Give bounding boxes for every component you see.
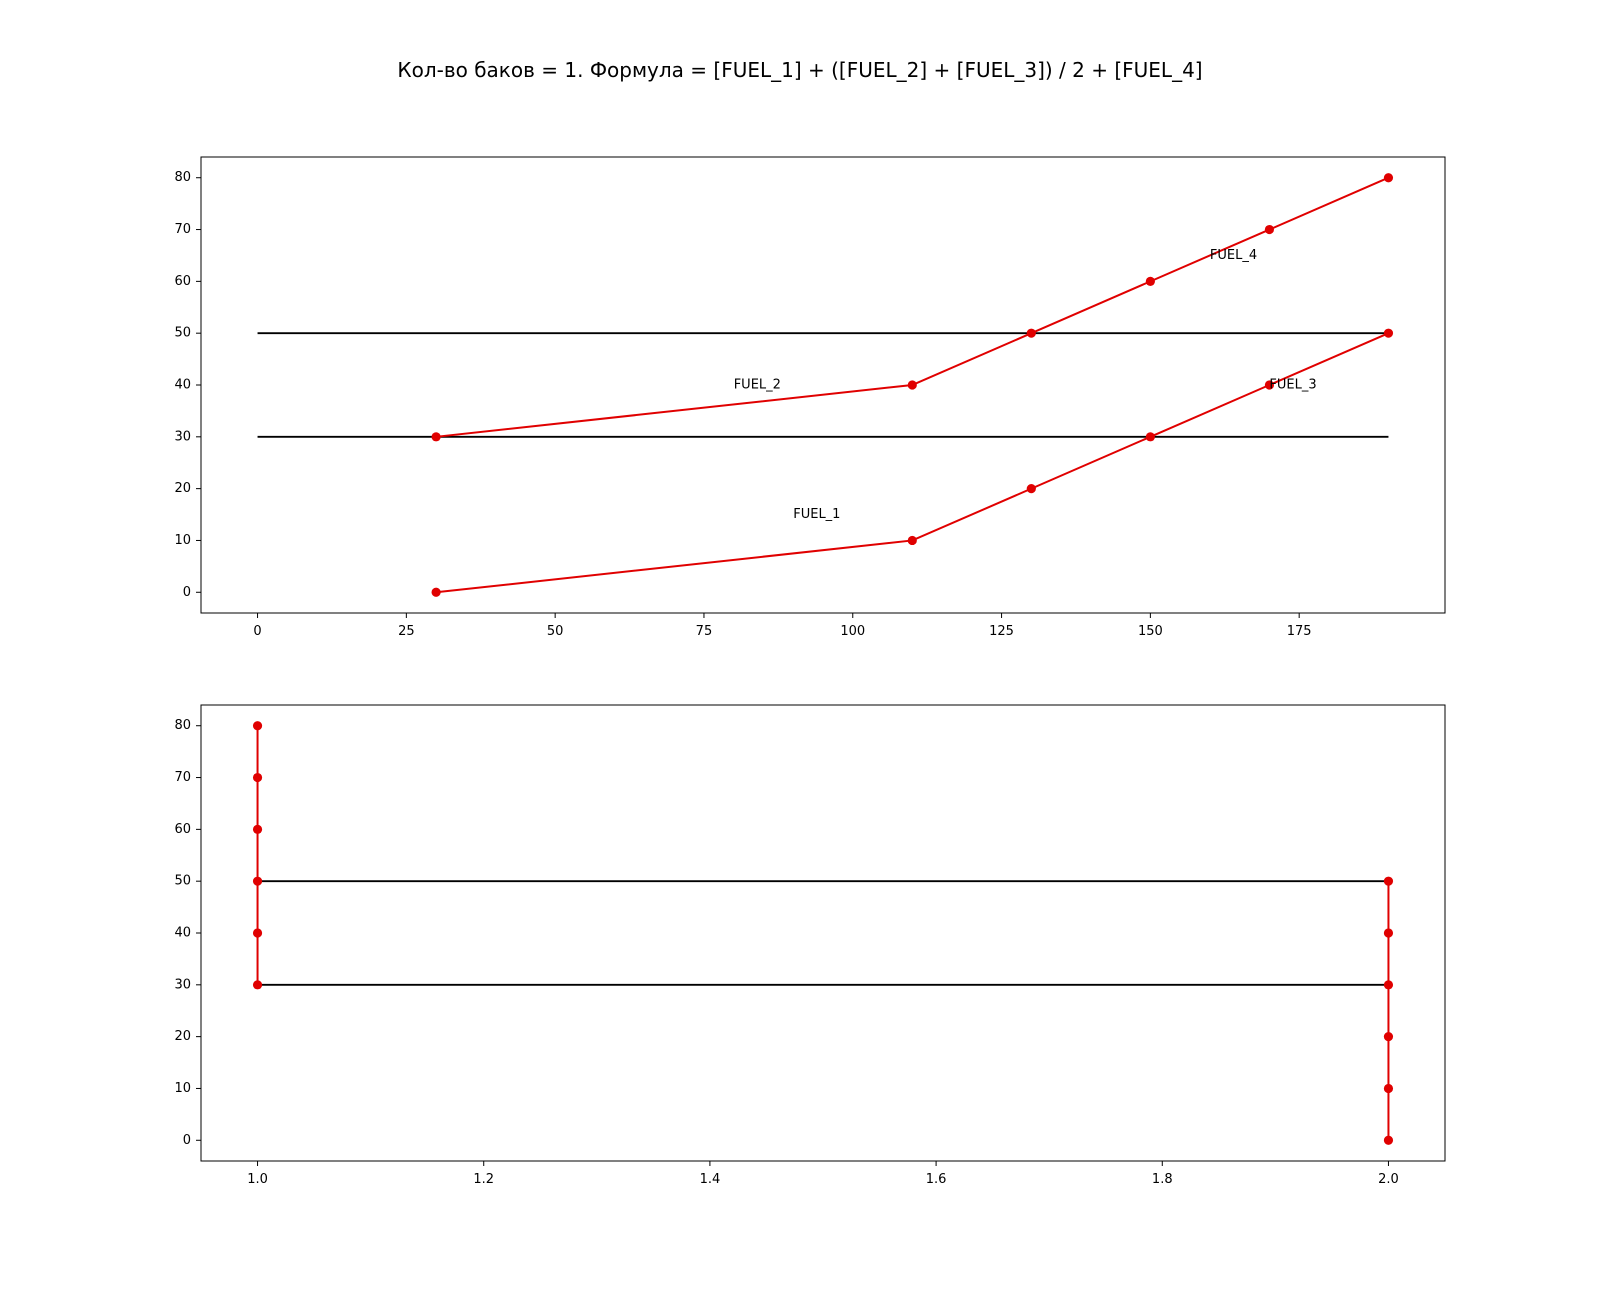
data-point bbox=[1383, 1135, 1394, 1145]
data-point bbox=[907, 380, 917, 390]
annotation-label: FUEL_3 bbox=[1269, 378, 1316, 393]
y-tick-label: 50 bbox=[174, 874, 191, 889]
y-tick-label: 40 bbox=[174, 378, 191, 393]
data-point bbox=[1383, 980, 1394, 990]
x-tick-label: 50 bbox=[547, 624, 564, 639]
y-tick-label: 80 bbox=[174, 718, 191, 733]
y-tick-label: 70 bbox=[174, 770, 191, 785]
y-tick-label: 40 bbox=[174, 926, 191, 941]
x-tick-label: 2.0 bbox=[1378, 1172, 1399, 1187]
y-tick-label: 0 bbox=[183, 1133, 191, 1148]
y-tick-label: 30 bbox=[174, 977, 191, 992]
y-tick-label: 60 bbox=[174, 822, 191, 837]
x-tick-label: 125 bbox=[989, 624, 1014, 639]
data-point bbox=[252, 980, 263, 990]
x-tick-label: 0 bbox=[253, 624, 261, 639]
data-point bbox=[252, 772, 263, 783]
data-point bbox=[252, 876, 263, 886]
data-point bbox=[1383, 928, 1394, 938]
data-point bbox=[1383, 876, 1394, 886]
series-line-1 bbox=[436, 332, 1389, 594]
chart-panel-2: 1.0 1.2 1.4 1.6 1.8 2.0 0 10 20 30 40 50 60 70 80 bbox=[174, 704, 1446, 1187]
data-point bbox=[252, 824, 263, 834]
y-tick-label: 80 bbox=[174, 170, 191, 185]
y-tick-label: 50 bbox=[174, 326, 191, 341]
data-point bbox=[1383, 1032, 1394, 1042]
x-tick-label: 150 bbox=[1138, 624, 1163, 639]
y-tick-label: 20 bbox=[174, 481, 191, 496]
figure-title: Кол-во баков = 1. Формула = [FUEL_1] + (… bbox=[397, 58, 1203, 82]
y-tick-label: 70 bbox=[174, 222, 191, 237]
data-point bbox=[431, 432, 441, 442]
y-tick-label: 20 bbox=[174, 1029, 191, 1044]
data-point bbox=[1026, 484, 1036, 494]
data-point bbox=[1264, 224, 1275, 235]
data-point bbox=[1264, 380, 1275, 390]
x-tick-label: 75 bbox=[696, 624, 713, 639]
x-tick-label: 1.0 bbox=[247, 1172, 268, 1187]
x-tick-label: 100 bbox=[840, 624, 865, 639]
y-tick-label: 0 bbox=[183, 585, 191, 600]
axes-frame bbox=[200, 704, 1446, 1162]
data-point bbox=[1026, 328, 1036, 338]
annotation-label: FUEL_2 bbox=[734, 378, 781, 393]
data-point bbox=[1383, 173, 1394, 183]
data-point bbox=[1383, 1083, 1394, 1094]
x-tick-label: 1.2 bbox=[473, 1172, 494, 1187]
x-tick-label: 25 bbox=[398, 624, 415, 639]
x-tick-label: 1.8 bbox=[1152, 1172, 1173, 1187]
data-point bbox=[252, 721, 263, 731]
data-point bbox=[907, 535, 917, 546]
annotation-label: FUEL_1 bbox=[793, 507, 840, 522]
series-line-2 bbox=[436, 176, 1389, 438]
y-tick-label: 10 bbox=[174, 1081, 191, 1096]
x-tick-label: 1.6 bbox=[926, 1172, 947, 1187]
data-point bbox=[1145, 276, 1155, 286]
axes-frame bbox=[200, 156, 1446, 614]
y-tick-label: 60 bbox=[174, 274, 191, 289]
data-point bbox=[431, 587, 441, 597]
y-tick-label: 10 bbox=[174, 533, 191, 548]
data-point bbox=[252, 928, 263, 938]
annotation-label: FUEL_4 bbox=[1210, 248, 1257, 263]
data-point bbox=[1383, 328, 1394, 338]
x-tick-label: 1.4 bbox=[700, 1172, 721, 1187]
x-tick-label: 175 bbox=[1287, 624, 1312, 639]
data-point bbox=[1145, 432, 1155, 442]
y-tick-label: 30 bbox=[174, 429, 191, 444]
